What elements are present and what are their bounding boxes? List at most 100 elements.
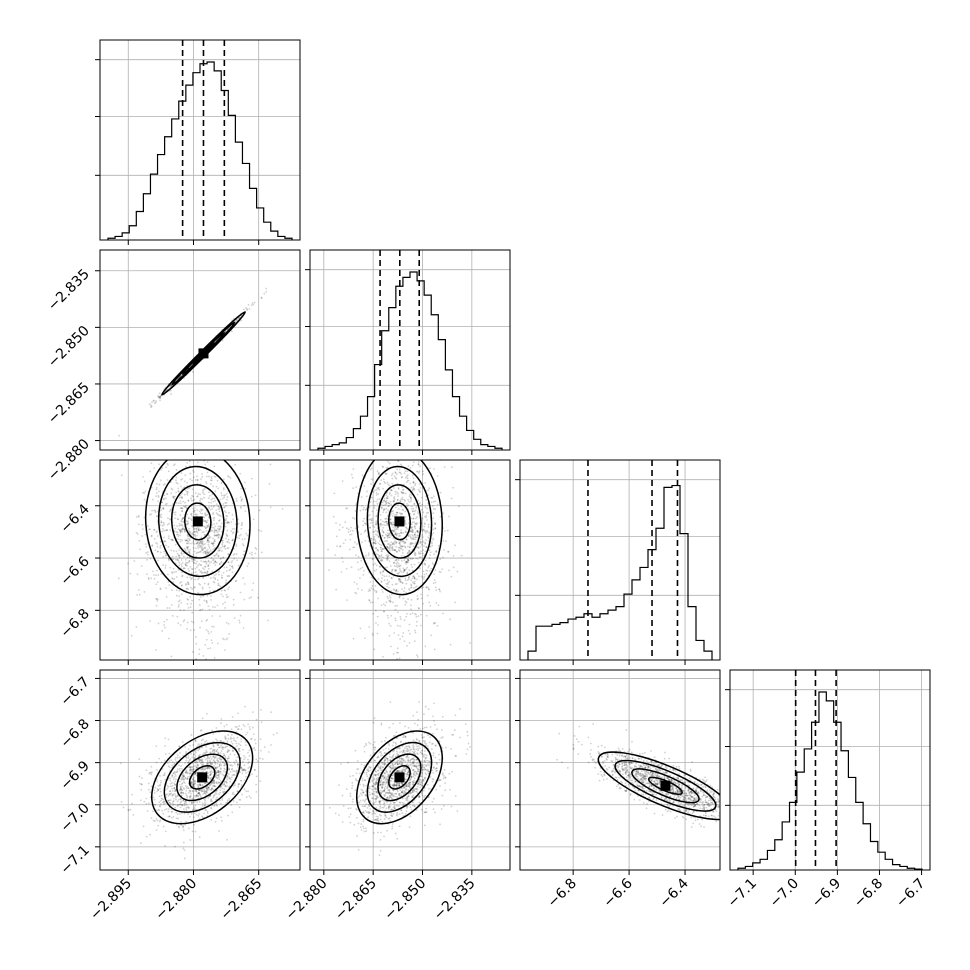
scatter-point	[433, 579, 436, 581]
scatter-point	[191, 588, 194, 590]
scatter-point	[208, 537, 211, 539]
scatter-point	[417, 615, 420, 618]
scatter-point	[204, 463, 207, 466]
scatter-point	[355, 554, 357, 557]
scatter-point	[400, 545, 403, 548]
scatter-point	[411, 533, 414, 536]
scatter-point	[244, 741, 247, 743]
scatter-point	[400, 513, 403, 516]
scatter-point	[254, 494, 257, 497]
scatter-point	[176, 531, 179, 534]
scatter-point	[149, 557, 152, 560]
scatter-point	[378, 498, 381, 500]
scatter-point	[365, 507, 368, 510]
scatter-point	[443, 466, 446, 468]
scatter-point	[157, 496, 160, 498]
scatter-point	[370, 576, 373, 579]
scatter-point	[141, 777, 143, 780]
scatter-point	[180, 791, 183, 794]
scatter-point	[389, 521, 392, 524]
scatter-point	[345, 507, 347, 510]
scatter-point	[218, 771, 220, 774]
scatter-point	[416, 534, 419, 537]
scatter-point	[244, 510, 247, 513]
scatter-point	[189, 772, 192, 775]
scatter-point	[198, 542, 201, 545]
scatter-point	[390, 541, 393, 544]
scatter-point	[206, 787, 209, 790]
scatter-point	[421, 576, 424, 579]
scatter-point	[218, 763, 221, 766]
scatter-point	[429, 604, 432, 607]
scatter-point	[443, 529, 446, 532]
scatter-point	[154, 511, 157, 514]
scatter-point	[140, 783, 143, 786]
scatter-point	[238, 750, 241, 753]
scatter-point	[200, 560, 202, 562]
scatter-point	[394, 608, 397, 611]
scatter-point	[165, 587, 167, 590]
scatter-point	[205, 787, 208, 789]
scatter-point	[371, 479, 374, 481]
scatter-point	[205, 791, 208, 793]
scatter-point	[189, 792, 192, 795]
scatter-point	[173, 786, 176, 789]
scatter-point	[227, 737, 230, 740]
scatter-point	[176, 552, 179, 555]
scatter-point	[414, 631, 417, 634]
scatter-point	[174, 527, 177, 530]
scatter-point	[377, 550, 380, 552]
scatter-point	[145, 835, 148, 838]
scatter-point	[209, 800, 212, 803]
scatter-point	[214, 766, 216, 769]
scatter-point	[127, 809, 130, 812]
scatter-point	[243, 725, 246, 728]
scatter-point	[245, 796, 248, 798]
scatter-point	[202, 571, 204, 574]
scatter-point	[205, 571, 207, 574]
scatter-point	[403, 640, 406, 643]
scatter-point	[171, 539, 174, 541]
scatter-point	[169, 384, 172, 387]
scatter-point	[231, 742, 234, 745]
scatter-point	[219, 758, 221, 761]
scatter-point	[169, 799, 172, 802]
scatter-point	[386, 466, 389, 469]
scatter-point	[250, 738, 252, 741]
scatter-point	[150, 405, 153, 408]
scatter-point	[397, 634, 400, 636]
scatter-point	[390, 522, 393, 525]
scatter-point	[174, 426, 176, 428]
x-tick-label: −6.9	[809, 876, 844, 911]
scatter-point	[355, 543, 358, 545]
scatter-point	[362, 524, 365, 527]
scatter-point	[206, 789, 208, 792]
scatter-point	[407, 558, 410, 561]
scatter-point	[218, 757, 221, 760]
scatter-point	[385, 662, 387, 664]
scatter-point	[208, 455, 210, 457]
scatter-point	[204, 552, 207, 555]
scatter-point	[412, 538, 415, 541]
scatter-point	[186, 603, 189, 605]
scatter-point	[394, 490, 397, 493]
scatter-point	[189, 744, 191, 747]
scatter-point	[196, 513, 199, 516]
scatter-point	[369, 526, 372, 529]
scatter-point	[220, 718, 223, 720]
scatter-point	[180, 528, 183, 531]
scatter-point	[378, 565, 381, 568]
scatter-point	[371, 601, 374, 604]
scatter-point	[186, 627, 189, 630]
scatter-point	[390, 489, 393, 492]
scatter-point	[419, 552, 422, 555]
scatter-point	[396, 566, 399, 568]
scatter-point	[223, 764, 226, 767]
scatter-point	[373, 542, 376, 545]
scatter-point	[228, 542, 231, 544]
scatter-point	[410, 523, 413, 525]
scatter-point	[167, 517, 169, 520]
scatter-point	[189, 518, 192, 520]
scatter-point	[202, 763, 205, 766]
scatter-point	[198, 812, 201, 815]
